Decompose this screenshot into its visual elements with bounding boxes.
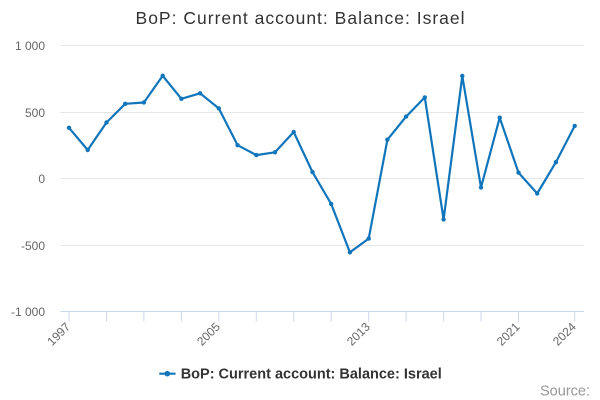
svg-text:500: 500 [25,106,45,120]
svg-text:-1 000: -1 000 [11,305,45,319]
svg-text:2005: 2005 [194,319,223,348]
svg-text:BoP: Current account: Balance:: BoP: Current account: Balance: Israel [181,367,442,383]
svg-text:BoP: Current account: Balance:: BoP: Current account: Balance: Israel [136,8,465,28]
svg-text:0: 0 [38,172,45,186]
svg-text:1 000: 1 000 [15,39,45,53]
svg-text:1997: 1997 [44,319,73,348]
svg-text:2024: 2024 [550,319,579,348]
svg-text:2013: 2013 [344,319,373,348]
svg-text:2021: 2021 [494,319,523,348]
svg-text:Source:: Source: [540,384,590,400]
svg-text:-500: -500 [21,239,45,253]
